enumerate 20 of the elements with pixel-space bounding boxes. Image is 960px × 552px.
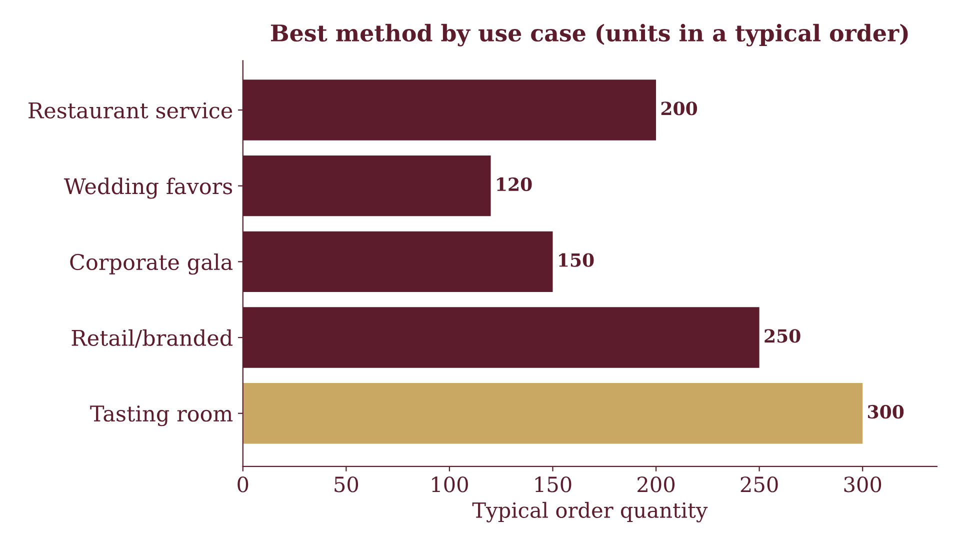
y-tick-label: Tasting room bbox=[90, 406, 233, 426]
y-tick-label: Retail/branded bbox=[72, 329, 233, 348]
y-tick-label: Wedding favors bbox=[64, 178, 232, 199]
x-tick-label: 300 bbox=[844, 476, 882, 492]
x-tick-label: 100 bbox=[432, 476, 468, 492]
x-tick-label: 200 bbox=[638, 476, 675, 492]
data-label: 150 bbox=[559, 253, 594, 267]
y-tick-label: Corporate gala bbox=[70, 254, 233, 275]
x-tick-label: 0 bbox=[238, 476, 248, 492]
chart-title: Best method by use case (units in a typical order) bbox=[271, 24, 908, 46]
data-label: 120 bbox=[497, 177, 532, 192]
x-axis-title: Typical order quantity bbox=[472, 502, 708, 522]
y-tick-label: Restaurant service bbox=[28, 102, 232, 118]
x-tick-label: 150 bbox=[535, 476, 572, 492]
data-label: 250 bbox=[764, 329, 800, 343]
x-tick-label: 50 bbox=[334, 476, 358, 492]
data-label: 300 bbox=[868, 404, 904, 419]
bar bbox=[242, 383, 863, 444]
x-tick-label: 250 bbox=[740, 476, 778, 492]
data-label: 200 bbox=[661, 102, 698, 116]
